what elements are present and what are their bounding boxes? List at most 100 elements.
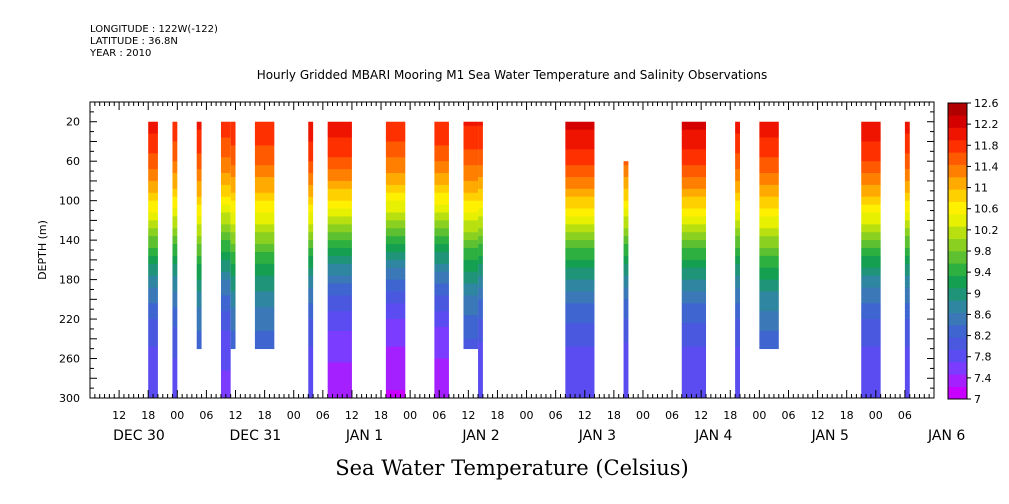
data-column-13 — [623, 161, 629, 399]
y-tick-label: 260 — [59, 353, 80, 366]
x-hour-tick-label: 18 — [840, 409, 854, 422]
data-column-0 — [148, 121, 158, 399]
data-column-7 — [327, 121, 352, 399]
colorbar-tick-label: 7 — [974, 393, 981, 406]
colorbar-swatch — [948, 386, 967, 400]
y-tick-label: 300 — [59, 392, 80, 405]
data-column-3 — [220, 121, 231, 399]
data-columns — [148, 121, 965, 399]
colorbar: 12.6 12.2 11.8 11.4 11 10.6 10.2 9.8 9.4 9 8.6 8.2 7… — [947, 97, 999, 406]
data-column-10 — [463, 121, 479, 350]
y-tick-label: 180 — [59, 274, 80, 287]
year-label: YEAR : 2010 — [90, 48, 152, 59]
y-tick-label: 20 — [66, 116, 80, 129]
data-column-11 — [478, 121, 483, 399]
data-column-4 — [230, 121, 236, 350]
y-axis-label: DEPTH (m) — [36, 220, 49, 280]
colorbar-swatch — [948, 201, 967, 215]
x-hour-tick-label: 00 — [287, 409, 301, 422]
x-hour-tick-label: 18 — [607, 409, 621, 422]
x-hour-tick-label: 06 — [316, 409, 330, 422]
y-tick-label: 140 — [59, 234, 80, 247]
x-date-label: JAN 5 — [811, 428, 849, 444]
x-hour-tick-label: 06 — [199, 409, 213, 422]
data-column-2 — [196, 121, 202, 350]
x-hour-tick-label: 00 — [520, 409, 534, 422]
data-column-15 — [735, 121, 740, 399]
x-date-label: JAN 6 — [927, 428, 965, 444]
longitude-label: LONGITUDE : 122W(-122) — [90, 24, 218, 35]
colorbar-tick-label: 7.4 — [974, 372, 992, 385]
x-hour-tick-label: 00 — [403, 409, 417, 422]
x-hour-tick-label: 06 — [781, 409, 795, 422]
colorbar-tick-label: 10.2 — [974, 224, 999, 237]
x-hour-tick-label: 00 — [869, 409, 883, 422]
colorbar-swatch — [948, 288, 967, 301]
colorbar-swatch — [948, 374, 967, 387]
plot-frame — [89, 101, 935, 399]
x-hour-tick-label: 12 — [229, 409, 243, 422]
colorbar-swatch — [948, 312, 967, 326]
colorbar-swatch — [948, 177, 967, 190]
x-hour-tick-label: 18 — [723, 409, 737, 422]
colorbar-swatch — [948, 263, 967, 276]
data-column-16 — [759, 121, 779, 350]
chart-title: Hourly Gridded MBARI Mooring M1 Sea Wate… — [257, 68, 768, 82]
data-column-18 — [904, 121, 910, 399]
colorbar-tick-label: 8.6 — [974, 308, 992, 321]
latitude-label: LATITUDE : 36.8N — [90, 36, 178, 47]
x-hour-tick-label: 18 — [374, 409, 388, 422]
x-date-label: DEC 30 — [113, 428, 165, 444]
colorbar-swatch — [948, 226, 967, 239]
data-column-1 — [172, 121, 178, 399]
axes: 12 18 00 06 12 18 00 06 12 18 00 06 12 18 00 06 12 18 0 0 0 6… — [59, 102, 965, 444]
x-hour-tick-label: 12 — [578, 409, 592, 422]
x-hour-tick-label: 18 — [258, 409, 272, 422]
colorbar-tick-label: 11.4 — [974, 160, 999, 173]
colorbar-swatch — [948, 275, 967, 289]
x-hour-tick-label: 12 — [461, 409, 475, 422]
x-hour-tick-label: 06 — [665, 409, 679, 422]
colorbar-tick-label: 11.8 — [974, 139, 999, 152]
colorbar-tick-label: 8.2 — [974, 330, 992, 343]
y-tick-label: 60 — [66, 155, 80, 168]
colorbar-tick-label: 9 — [974, 287, 981, 300]
x-hour-tick-label: 00 — [636, 409, 650, 422]
x-hour-tick-label: 18 — [141, 409, 155, 422]
data-column-14 — [681, 121, 707, 399]
data-column-5 — [254, 121, 275, 350]
x-hour-tick-label: 00 — [170, 409, 184, 422]
colorbar-swatch — [948, 115, 967, 128]
data-column-12 — [565, 121, 595, 399]
colorbar-swatch — [948, 300, 967, 313]
x-date-label: DEC 31 — [230, 428, 282, 444]
colorbar-tick-label: 12.6 — [974, 97, 999, 110]
x-date-label: JAN 1 — [345, 428, 383, 444]
x-hour-tick-label: 12 — [112, 409, 126, 422]
colorbar-swatch — [948, 362, 967, 375]
colorbar-tick-label: 9.4 — [974, 266, 992, 279]
colorbar-swatch — [948, 140, 967, 153]
colorbar-swatch — [948, 164, 967, 178]
colorbar-tick-label: 10.6 — [974, 203, 999, 216]
x-date-label: JAN 3 — [578, 428, 616, 444]
x-hour-tick-label: 12 — [345, 409, 359, 422]
x-hour-tick-label: 00 — [752, 409, 766, 422]
x-hour-tick-label: 12 — [694, 409, 708, 422]
colorbar-swatch — [948, 189, 967, 202]
colorbar-swatch — [948, 214, 967, 227]
x-hour-tick-label: 18 — [490, 409, 504, 422]
colorbar-swatch — [948, 152, 967, 165]
data-column-6 — [308, 121, 314, 399]
data-column-17 — [861, 121, 881, 399]
y-tick-label: 100 — [59, 195, 80, 208]
y-tick-label: 220 — [59, 313, 80, 326]
colorbar-tick-label: 7.8 — [974, 351, 992, 364]
colorbar-tick-label: 11 — [974, 182, 988, 195]
colorbar-swatch — [948, 349, 967, 363]
x-date-label: JAN 4 — [694, 428, 732, 444]
colorbar-label: Sea Water Temperature (Celsius) — [335, 456, 689, 480]
colorbar-swatch — [948, 337, 967, 350]
colorbar-tick-label: 12.2 — [974, 118, 999, 131]
